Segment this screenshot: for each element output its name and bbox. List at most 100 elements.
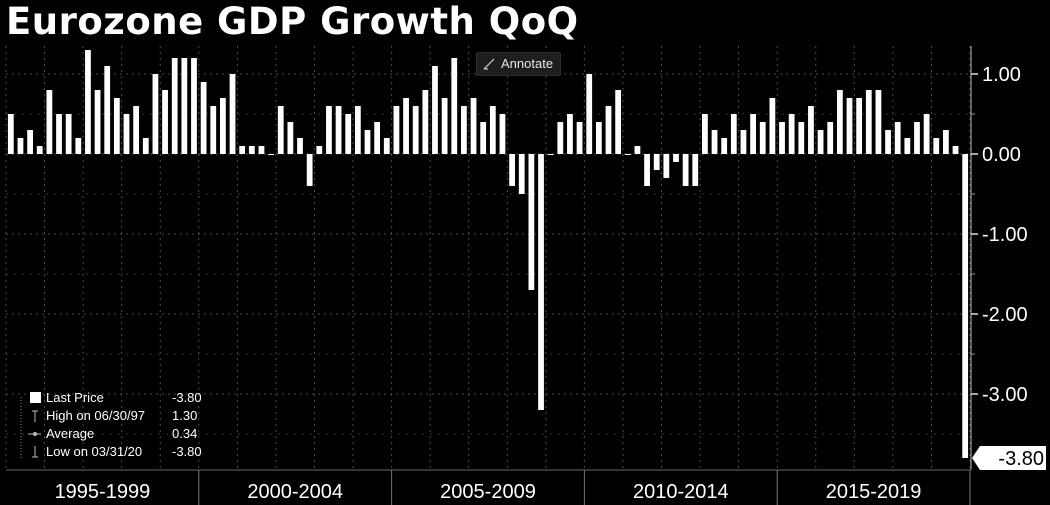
bar [904,138,911,154]
bar [27,130,33,154]
x-period-label: 1995-1999 [55,481,151,503]
bar [403,98,409,154]
bar [952,146,959,154]
x-period-label: 2015-2019 [826,481,922,503]
bar [586,74,593,154]
bar [663,154,670,178]
annotate-button[interactable]: Annotate [476,52,562,76]
bar [499,114,506,154]
bar [846,98,853,154]
high-marker-icon [32,410,38,422]
bar [836,90,843,154]
bar [268,154,274,155]
bar [721,138,728,154]
bar [528,154,535,290]
annotate-label: Annotate [501,56,554,71]
pencil-icon [483,58,495,70]
bar [817,130,824,154]
bar [133,106,140,154]
bar [191,58,197,154]
bar [46,90,53,154]
bar [142,138,149,154]
bar [85,50,91,154]
bar [730,114,737,154]
y-tick-label: -3.00 [982,384,1028,406]
legend-square-icon [30,392,41,403]
bar [808,106,814,154]
bar [634,146,641,154]
bar [422,90,429,154]
bar [711,130,718,154]
bar [470,98,477,154]
legend-value: -3.80 [172,390,202,405]
bar [567,114,573,154]
bar [914,122,920,154]
bar [518,154,525,194]
bar [229,74,236,154]
bar [326,106,332,154]
bar [171,58,178,154]
y-tick-label: 0.00 [982,144,1021,166]
bar [200,82,207,154]
legend-label: Last Price [46,390,104,405]
bar [894,122,901,154]
legend-label: Average [46,426,95,441]
legend-label: Low on 03/31/20 [46,444,143,459]
y-tick-label: -1.00 [982,224,1028,246]
bar [923,114,930,154]
y-tick-label: 1.00 [982,64,1021,86]
legend-label: High on 06/30/97 [46,408,146,423]
x-period-label: 2005-2009 [440,481,536,503]
low-marker-icon [32,446,38,458]
bar [480,122,487,154]
bar [316,146,323,154]
bar [56,114,62,154]
bar [759,122,766,154]
legend-value: 0.34 [172,426,198,441]
bar [123,114,130,154]
bar [885,130,891,154]
bar [865,90,872,154]
bar [297,138,303,154]
bar [827,122,834,154]
bar [962,154,969,458]
bar [94,90,101,154]
bar [547,154,554,155]
bar [17,138,24,154]
bar [461,106,467,154]
bar [239,146,246,154]
bar [393,106,400,154]
bar [412,106,419,154]
bar [277,106,284,154]
bar [104,66,111,154]
bar [779,122,785,154]
bar [798,122,805,154]
x-period-label: 2000-2004 [247,481,343,503]
legend-value: -3.80 [172,444,202,459]
bar [75,138,82,154]
bar [36,146,43,154]
bar [383,138,390,154]
bar [673,154,679,162]
chart-title: Eurozone GDP Growth QoQ [6,0,579,43]
legend-value: 1.30 [172,408,198,423]
bar [644,154,650,186]
bar [692,154,699,186]
bar [538,154,544,410]
bar [933,138,940,154]
bar [682,154,689,186]
bar [595,122,602,154]
bar [605,106,612,154]
bar [653,154,660,170]
bar [856,98,863,154]
bar [769,98,776,154]
bar [287,122,294,154]
bar [248,146,255,154]
bar [432,66,438,154]
bar [875,90,882,154]
bar [65,114,72,154]
bar [509,154,515,186]
bar [624,154,631,155]
bar [750,114,756,154]
